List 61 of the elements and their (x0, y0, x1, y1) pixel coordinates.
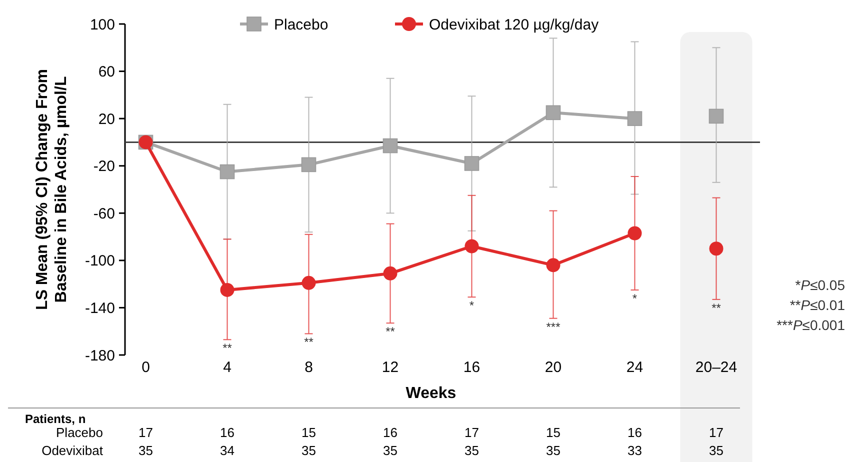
annotation: ** (222, 341, 232, 356)
annotation: ** (386, 324, 396, 338)
x-tick-label: 24 (626, 359, 644, 376)
text: 15 (302, 425, 316, 440)
point (546, 105, 561, 120)
annotation: * (632, 291, 638, 306)
legend-label: Odevixibat 120 µg/kg/day (429, 16, 600, 34)
point (546, 258, 560, 272)
text: 16 (220, 425, 234, 440)
text: 17 (709, 425, 724, 440)
y-axis-title: LS Mean (95% CI) Change From Baseline in Bile Acids, µmol/L (34, 69, 70, 310)
text: 35 (138, 443, 153, 458)
text: 16 (628, 425, 642, 440)
x-tick-label: 8 (304, 359, 313, 376)
text: *P≤0.05 (795, 277, 846, 293)
point (220, 282, 234, 297)
x-tick-label: 16 (463, 359, 480, 376)
annotation: * (469, 298, 474, 312)
text: 35 (546, 443, 560, 458)
text: Placebo (56, 425, 103, 440)
text: 34 (220, 443, 234, 458)
text: 17 (138, 425, 153, 440)
text: 16 (383, 425, 398, 440)
x-tick-label: 12 (382, 359, 399, 376)
annotation: ** (304, 335, 314, 350)
y-tick-label: -180 (84, 347, 115, 364)
point (301, 157, 316, 172)
x-tick-label: 0 (142, 359, 150, 376)
x-tick-label: 4 (223, 359, 232, 376)
text: **P≤0.01 (790, 297, 846, 313)
point (382, 138, 398, 154)
x-tick-label: 20 (544, 359, 562, 376)
y-tick-label: 60 (98, 64, 115, 81)
text: 35 (383, 443, 398, 458)
point (383, 266, 398, 280)
y-tick-label: -100 (84, 252, 115, 270)
text: Odevixibat (42, 443, 104, 458)
text: 35 (302, 443, 316, 458)
y-tick-label: -20 (93, 158, 115, 176)
text: Patients, n (25, 412, 86, 426)
text: 15 (546, 425, 560, 440)
x-axis-title: Weeks (406, 385, 456, 402)
text: 35 (709, 443, 724, 458)
point (220, 164, 235, 180)
text: 17 (464, 425, 479, 440)
point (627, 111, 642, 126)
annotation: ** (712, 300, 722, 315)
point (302, 276, 316, 290)
annotation: *** (546, 320, 561, 334)
text: 33 (628, 443, 642, 458)
y-tick-label: -60 (93, 205, 115, 222)
point (628, 226, 642, 240)
y-tick-label: 100 (90, 16, 115, 34)
y-tick-label: 20 (98, 110, 115, 128)
point (464, 239, 479, 254)
text: ***P≤0.001 (776, 317, 846, 333)
y-tick-label: -140 (84, 300, 115, 317)
x-tick-label: 20–24 (695, 359, 738, 376)
legend-label: Placebo (274, 16, 328, 34)
text: 35 (464, 443, 479, 458)
point (464, 156, 480, 171)
